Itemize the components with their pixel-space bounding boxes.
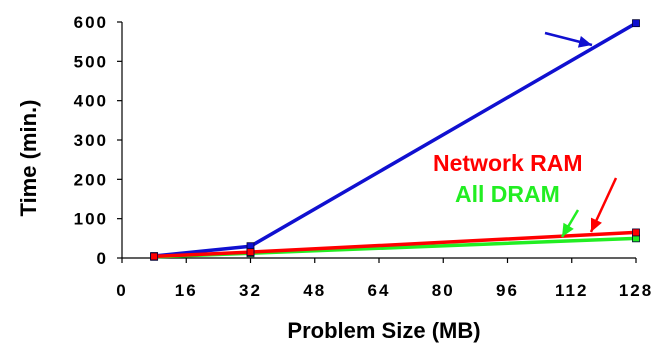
series-label-all-dram: All DRAM: [455, 181, 560, 207]
data-point: [632, 19, 640, 28]
y-tick-label: 200: [74, 170, 108, 189]
y-tick-label: 500: [74, 52, 108, 71]
x-tick-label: 16: [175, 281, 198, 300]
axes: 0 100 200 300 400 500 600 0 16 32 48 64 80 96 112 128: [74, 13, 653, 300]
series-label-network-ram: Network RAM: [433, 150, 583, 176]
x-tick-label: 64: [368, 281, 391, 300]
annotations: Network RAM All DRAM: [433, 31, 618, 238]
x-tick-label: 112: [555, 281, 588, 300]
data-point: [150, 252, 159, 261]
data-point: [246, 248, 255, 257]
y-axis-title: Time (min.): [16, 100, 41, 217]
x-tick-label: 128: [619, 281, 653, 300]
series-lines: [150, 19, 640, 261]
x-tick-label: 32: [239, 281, 262, 300]
all-dram-arrow: [560, 209, 580, 238]
y-tick-label: 0: [97, 249, 108, 268]
y-tick-label: 100: [74, 210, 108, 229]
blue-series-arrow: [544, 31, 593, 48]
x-axis-title: Problem Size (MB): [287, 318, 480, 343]
y-tick-label: 600: [74, 13, 108, 32]
y-tick-label: 400: [74, 92, 108, 111]
x-tick-label: 0: [116, 281, 127, 300]
x-tick-label: 96: [496, 281, 519, 300]
x-tick-label: 80: [432, 281, 455, 300]
y-tick-label: 300: [74, 131, 108, 150]
network-ram-arrow: [589, 177, 618, 233]
data-point: [632, 228, 640, 237]
x-tick-label: 48: [303, 281, 326, 300]
series-line-0: [153, 21, 637, 258]
